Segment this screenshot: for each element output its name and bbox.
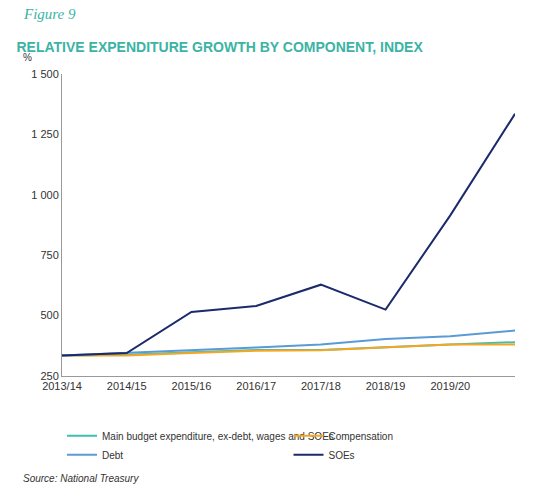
svg-text:2016/17: 2016/17	[236, 380, 276, 392]
svg-text:RELATIVE EXPENDITURE GROWTH BY: RELATIVE EXPENDITURE GROWTH BY COMPONENT…	[17, 39, 424, 55]
svg-text:750: 750	[40, 249, 58, 261]
svg-text:2017/18: 2017/18	[301, 380, 341, 392]
svg-text:%: %	[23, 52, 32, 63]
svg-text:Debt: Debt	[102, 450, 123, 461]
svg-text:Source: National Treasury: Source: National Treasury	[23, 473, 139, 484]
svg-text:250: 250	[40, 370, 58, 382]
svg-text:500: 500	[40, 309, 58, 321]
svg-text:1 250: 1 250	[31, 128, 59, 140]
svg-text:2018/19: 2018/19	[366, 380, 406, 392]
svg-text:2019/20: 2019/20	[430, 380, 470, 392]
svg-text:SOEs: SOEs	[329, 450, 355, 461]
svg-text:1 000: 1 000	[31, 189, 59, 201]
svg-text:Compensation: Compensation	[329, 431, 393, 442]
svg-text:2013/14: 2013/14	[42, 380, 82, 392]
svg-text:Figure 9: Figure 9	[23, 6, 76, 22]
svg-text:2014/15: 2014/15	[107, 380, 147, 392]
svg-text:Main budget expenditure, ex-de: Main budget expenditure, ex-debt, wages …	[102, 431, 334, 442]
svg-text:1 500: 1 500	[31, 68, 59, 80]
svg-text:2015/16: 2015/16	[172, 380, 212, 392]
